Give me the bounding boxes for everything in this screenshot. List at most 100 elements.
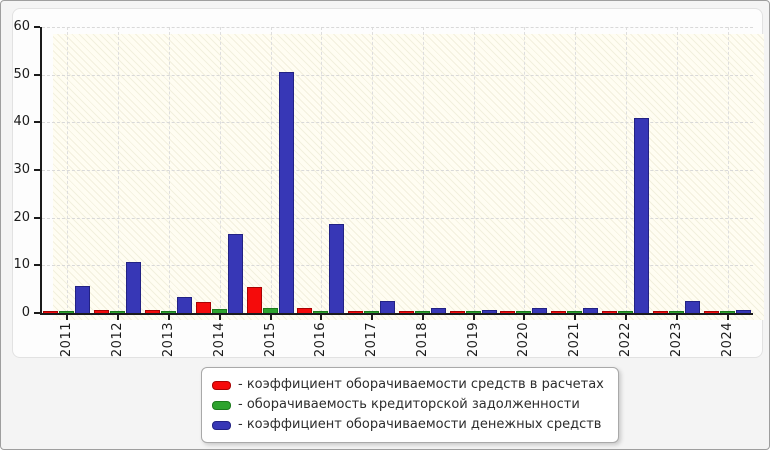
x-axis-tick-label: 2014 <box>211 322 227 358</box>
x-axis-tick <box>472 315 475 320</box>
y-axis-tick-label: 10 <box>13 257 30 273</box>
x-axis-tick <box>167 315 170 320</box>
y-axis-tick <box>34 26 40 28</box>
bar-blue <box>278 72 294 313</box>
x-axis-tick <box>269 315 272 320</box>
x-axis-tick-label: 2015 <box>262 322 278 358</box>
x-axis-tick <box>117 315 120 320</box>
x-axis-tick <box>66 315 69 320</box>
legend-item: - коэффициент оборачиваемости денежных с… <box>212 415 604 435</box>
bar-red <box>398 311 414 313</box>
y-axis-tick-label: 20 <box>13 209 30 225</box>
x-axis-tick <box>320 315 323 320</box>
x-axis-tick <box>421 315 424 320</box>
bar-blue <box>176 297 192 313</box>
bar-green <box>364 311 380 313</box>
bar-red <box>348 311 364 313</box>
x-axis-tick-label: 2024 <box>719 322 735 358</box>
legend-label: - коэффициент оборачиваемости денежных с… <box>238 417 602 432</box>
bar-green <box>668 311 684 313</box>
bar-green <box>59 311 75 313</box>
x-axis-tick <box>574 315 577 320</box>
legend-label: - оборачиваемость кредиторской задолженн… <box>238 397 580 412</box>
y-axis-tick-label: 0 <box>21 305 30 320</box>
x-axis-tick-label: 2017 <box>364 322 380 358</box>
bar-blue <box>75 286 91 313</box>
x-axis-tick-label: 2023 <box>668 322 684 358</box>
y-axis-tick-label: 50 <box>13 66 30 82</box>
horizontal-gridline <box>42 27 753 28</box>
bar-blue <box>684 301 700 313</box>
legend-swatch-icon <box>212 380 231 390</box>
legend-item: - оборачиваемость кредиторской задолженн… <box>212 395 604 415</box>
legend-item: - коэффициент оборачиваемости средств в … <box>212 375 604 395</box>
x-axis-tick-label: 2020 <box>516 322 532 358</box>
y-axis-tick <box>34 121 40 124</box>
y-axis-tick-label: 60 <box>13 19 30 34</box>
bar-green <box>211 309 227 313</box>
bar-green <box>516 311 532 313</box>
bar-blue <box>532 308 548 313</box>
horizontal-gridline <box>42 265 753 267</box>
horizontal-gridline <box>42 74 753 76</box>
x-axis-tick <box>625 315 628 320</box>
bar-red <box>144 310 160 313</box>
bar-red <box>703 311 719 313</box>
x-axis-tick-label: 2012 <box>110 322 126 358</box>
x-axis-tick-label: 2011 <box>59 322 75 358</box>
x-axis-tick-label: 2021 <box>567 322 583 358</box>
bar-red <box>652 311 668 313</box>
y-axis-tick <box>34 73 40 76</box>
plot-area <box>53 34 764 320</box>
bar-red <box>43 311 59 313</box>
x-axis-tick <box>675 315 678 320</box>
bar-blue <box>634 118 650 313</box>
legend-label: - коэффициент оборачиваемости средств в … <box>238 377 604 392</box>
bar-green <box>567 311 583 313</box>
bar-blue <box>430 308 446 313</box>
bar-red <box>551 311 567 313</box>
y-axis-tick <box>34 312 40 314</box>
x-axis-tick <box>726 315 729 320</box>
x-axis <box>40 313 753 315</box>
x-axis-tick-label: 2013 <box>160 322 176 358</box>
y-axis-tick <box>34 216 40 219</box>
x-axis-tick-label: 2019 <box>465 322 481 358</box>
bar-blue <box>227 234 243 313</box>
y-axis <box>40 27 42 315</box>
bar-green <box>465 311 481 313</box>
bar-red <box>449 311 465 313</box>
bar-blue <box>126 262 142 313</box>
y-axis-tick-label: 30 <box>13 162 30 177</box>
bar-red <box>297 308 313 313</box>
chart-panel: 0 10 20 30 40 50 60 2011 2012 2013 2014 2015 2016 201… <box>12 8 764 358</box>
bar-green <box>719 311 735 313</box>
bar-blue <box>735 310 751 313</box>
bar-blue <box>380 301 396 313</box>
bar-red <box>602 311 618 313</box>
legend-swatch-icon <box>212 420 231 430</box>
y-axis-tick <box>34 264 40 267</box>
bar-blue <box>583 308 599 313</box>
bar-red <box>195 302 211 313</box>
bar-red <box>500 311 516 313</box>
y-axis-tick <box>34 169 40 171</box>
bar-green <box>414 311 430 313</box>
x-axis-tick <box>371 315 374 320</box>
x-axis-tick-label: 2016 <box>313 322 329 358</box>
legend-swatch-icon <box>212 400 231 410</box>
y-axis-tick-label: 40 <box>13 114 30 130</box>
chart-legend: - коэффициент оборачиваемости средств в … <box>201 367 619 443</box>
x-axis-tick-label: 2022 <box>618 322 634 358</box>
x-axis-tick <box>218 315 221 320</box>
horizontal-gridline <box>42 217 753 219</box>
bar-green <box>313 311 329 313</box>
bar-blue <box>481 310 497 313</box>
x-axis-tick <box>523 315 526 320</box>
bar-green <box>110 311 126 313</box>
x-axis-tick-label: 2018 <box>414 322 430 358</box>
bar-red <box>246 287 262 313</box>
bar-green <box>618 311 634 313</box>
horizontal-gridline <box>42 122 753 124</box>
